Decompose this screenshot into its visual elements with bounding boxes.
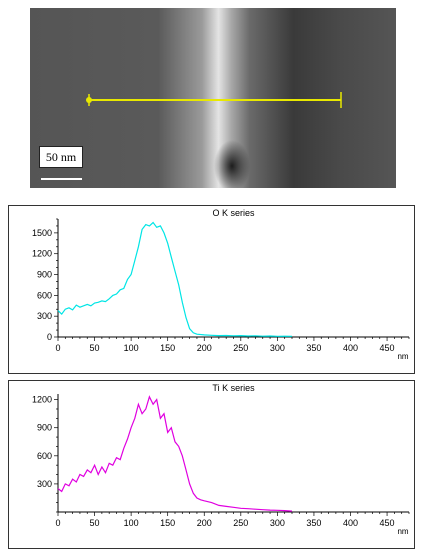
o-k-x-axis-unit: nm — [397, 352, 408, 361]
o-k-x-tick-label: 300 — [270, 343, 285, 353]
o-k-x-tick-label: 0 — [55, 343, 60, 353]
ti-k-x-tick-label: 350 — [306, 518, 321, 528]
o-k-x-tick-label: 450 — [380, 343, 395, 353]
ti-k-x-tick-label: 200 — [197, 518, 212, 528]
ti-k-y-tick-label: 600 — [37, 451, 52, 461]
o-k-series-panel: O K series 0 50 100 150 200 250 300 350 400 450 0 30… — [8, 205, 415, 374]
o-k-y-tick-label: 1200 — [32, 249, 52, 259]
o-k-x-tick-label: 150 — [160, 343, 175, 353]
ti-k-x-tick-label: 400 — [343, 518, 358, 528]
o-k-series-chart: O K series 0 50 100 150 200 250 300 350 400 450 0 30… — [32, 208, 410, 361]
ti-k-x-tick-label: 250 — [233, 518, 248, 528]
o-k-y-tick-label: 300 — [37, 311, 52, 321]
o-k-chart-title: O K series — [212, 208, 255, 218]
o-k-y-tick-label: 900 — [37, 270, 52, 280]
scale-bar — [41, 178, 82, 180]
scale-label: 50 nm — [39, 146, 83, 168]
ti-k-series-line — [57, 395, 293, 512]
ti-k-y-tick-label: 900 — [37, 423, 52, 433]
o-k-x-tick-label: 350 — [306, 343, 321, 353]
ti-k-x-axis-unit: nm — [397, 527, 408, 536]
ti-k-x-tick-label: 300 — [270, 518, 285, 528]
ti-k-y-tick-label: 1200 — [32, 395, 52, 405]
o-k-y-tick-label: 1500 — [32, 228, 52, 238]
ti-k-series-panel: Ti K series 0 50 100 150 200 250 300 350 400 450 30… — [8, 380, 415, 549]
tem-micrograph: 50 nm — [30, 8, 396, 188]
o-k-y-tick-label: 600 — [37, 290, 52, 300]
ti-k-x-tick-label: 150 — [160, 518, 175, 528]
o-k-y-tick-label: 0 — [47, 332, 52, 342]
ti-k-series-chart: Ti K series 0 50 100 150 200 250 300 350 400 450 30… — [32, 383, 410, 536]
o-k-series-line — [57, 221, 293, 337]
ti-k-x-tick-label: 100 — [124, 518, 139, 528]
ti-k-x-tick-label: 0 — [55, 518, 60, 528]
o-k-x-tick-label: 400 — [343, 343, 358, 353]
o-k-x-tick-label: 50 — [90, 343, 100, 353]
micrograph-image — [30, 8, 396, 188]
ti-k-x-tick-label: 50 — [90, 518, 100, 528]
ti-k-y-tick-label: 300 — [37, 479, 52, 489]
o-k-x-tick-label: 100 — [124, 343, 139, 353]
o-k-x-tick-label: 250 — [233, 343, 248, 353]
profile-line-start-marker — [86, 97, 92, 103]
ti-k-chart-title: Ti K series — [212, 383, 255, 393]
o-k-x-tick-label: 200 — [197, 343, 212, 353]
ti-k-x-tick-label: 450 — [380, 518, 395, 528]
